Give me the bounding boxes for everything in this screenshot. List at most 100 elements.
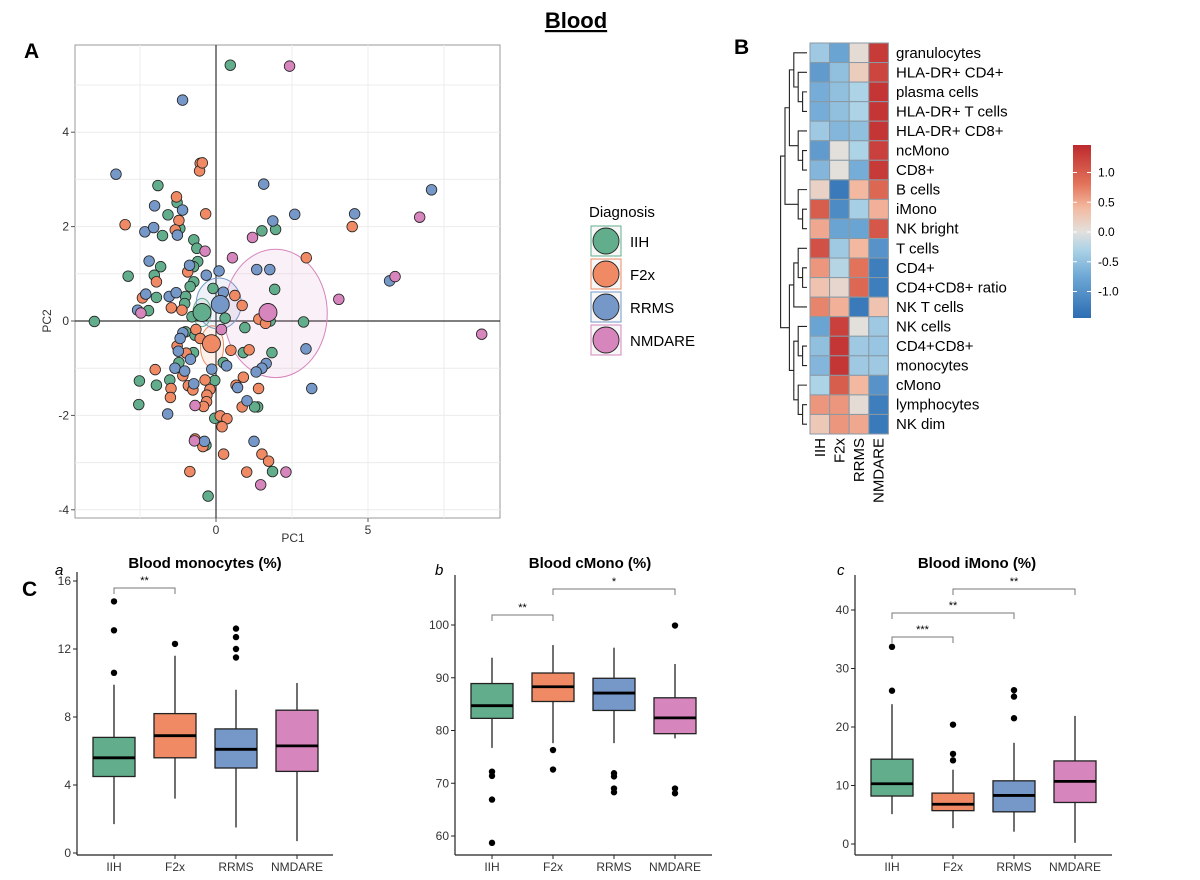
data-point-f2x <box>170 191 183 203</box>
x-tick-label: 0 <box>213 523 220 537</box>
heatmap-cell <box>809 81 831 103</box>
panel-label-a: A <box>24 40 39 63</box>
data-point-nmdare <box>188 435 201 447</box>
heatmap-cell <box>829 159 850 181</box>
data-point-rrms <box>176 204 189 216</box>
y-tick-label: 4 <box>64 778 71 792</box>
heatmap-row-label: T cells <box>896 240 939 257</box>
heatmap-cell <box>809 198 831 220</box>
heatmap-row-label: granulocytes <box>896 45 981 62</box>
data-point-rrms <box>148 200 161 212</box>
subpanel-label: b <box>435 562 443 579</box>
heatmap-cell <box>868 374 889 396</box>
box-plots: a Blood monocytes (%) 0 4 8 12 16 IIH F2x RRMS NMD… <box>55 555 1112 874</box>
significance-bracket <box>552 588 676 595</box>
heatmap-cell <box>809 218 831 239</box>
heatmap-cell <box>848 277 870 298</box>
data-point-rrms <box>176 94 189 106</box>
data-point-rrms <box>178 365 191 377</box>
data-point-iih <box>184 280 196 293</box>
x-axis-title: PC1 <box>281 531 305 545</box>
heatmap-cell <box>829 140 850 161</box>
y-tick-label: 8 <box>64 710 71 724</box>
data-point-rrms <box>258 178 270 190</box>
dendrogram-branch <box>802 208 807 230</box>
heatmap-cell <box>809 355 831 376</box>
legend-swatch-nmdare <box>592 326 620 354</box>
heatmap-column-label: IIH <box>812 438 829 457</box>
data-point-f2x <box>256 448 268 460</box>
heatmap-cell <box>868 316 889 337</box>
centroid-f2x <box>201 334 221 354</box>
data-point-f2x <box>229 289 241 302</box>
outlier-point <box>232 645 240 653</box>
data-point-rrms <box>161 408 174 420</box>
data-point-iih <box>156 229 169 242</box>
heatmap-cell <box>829 42 850 64</box>
significance-bracket <box>891 636 954 643</box>
significance-label: ** <box>949 600 958 612</box>
heatmap-row-label: CD8+ <box>896 162 935 179</box>
data-point-rrms <box>241 395 253 407</box>
data-point-rrms <box>348 208 361 220</box>
significance-label: ** <box>518 602 527 614</box>
legend-swatch-rrms <box>592 293 620 321</box>
heatmap-cell <box>829 335 850 357</box>
significance-bracket <box>952 588 1076 595</box>
data-point-rrms <box>183 259 196 272</box>
figure-title: Blood <box>545 8 607 33</box>
data-point-f2x <box>346 220 358 233</box>
data-point-rrms <box>198 435 211 448</box>
outlier-point <box>110 598 118 605</box>
heatmap-cell <box>829 62 850 83</box>
data-point-iih <box>202 490 214 502</box>
heatmap-row-label: HLA-DR+ T cells <box>896 103 1008 120</box>
outlier-point <box>110 669 118 676</box>
data-point-f2x <box>164 391 177 404</box>
box-plot-title: Blood monocytes (%) <box>128 555 281 572</box>
data-point-iih <box>239 321 251 334</box>
y-tick-label: -2 <box>58 408 69 422</box>
data-point-f2x <box>243 344 255 356</box>
heatmap-row-label: plasma cells <box>896 84 979 101</box>
x-tick-label: RRMS <box>996 860 1031 874</box>
y-tick-label: 30 <box>836 662 850 676</box>
heatmap-row-label: HLA-DR+ CD4+ <box>896 64 1004 81</box>
data-point-iih <box>133 398 145 411</box>
color-scale-bar <box>1073 145 1091 318</box>
data-point-nmdare <box>254 479 267 491</box>
data-point-rrms <box>174 332 186 345</box>
outlier-point <box>1010 715 1018 722</box>
dendrogram-branch <box>802 267 807 288</box>
significance-label: ** <box>140 575 149 587</box>
heatmap-cell <box>809 42 831 64</box>
outlier-point <box>949 757 957 764</box>
box-iih <box>470 682 514 720</box>
data-point-iih <box>150 379 163 391</box>
data-point-rrms <box>231 381 244 394</box>
heatmap-cell <box>868 394 889 415</box>
box-plot-title: Blood cMono (%) <box>529 555 651 572</box>
heatmap-cell <box>829 257 850 279</box>
data-point-f2x <box>216 421 228 433</box>
plot-panel <box>74 44 501 519</box>
y-tick-label: 40 <box>836 603 850 617</box>
box-plot-a: a Blood monocytes (%) 0 4 8 12 16 IIH F2x RRMS NMD… <box>55 555 333 874</box>
data-point-rrms <box>250 366 262 378</box>
outlier-point <box>1010 686 1018 694</box>
heatmap-cell <box>868 218 889 239</box>
data-point-rrms <box>267 215 279 227</box>
outlier-point <box>888 687 896 694</box>
heatmap-cell <box>868 42 889 64</box>
heatmap-row-label: ncMono <box>896 143 949 160</box>
x-tick-label: IIH <box>484 860 499 874</box>
y-tick-label: 70 <box>436 776 450 790</box>
heatmap-cell <box>868 140 889 161</box>
data-point-nmdare <box>333 293 345 305</box>
outlier-point <box>488 839 496 847</box>
data-point-nmdare <box>199 245 211 257</box>
data-point-iih <box>133 375 146 387</box>
data-point-f2x <box>262 455 275 467</box>
heatmap-cell <box>829 394 850 415</box>
heatmap-cell <box>809 394 831 415</box>
